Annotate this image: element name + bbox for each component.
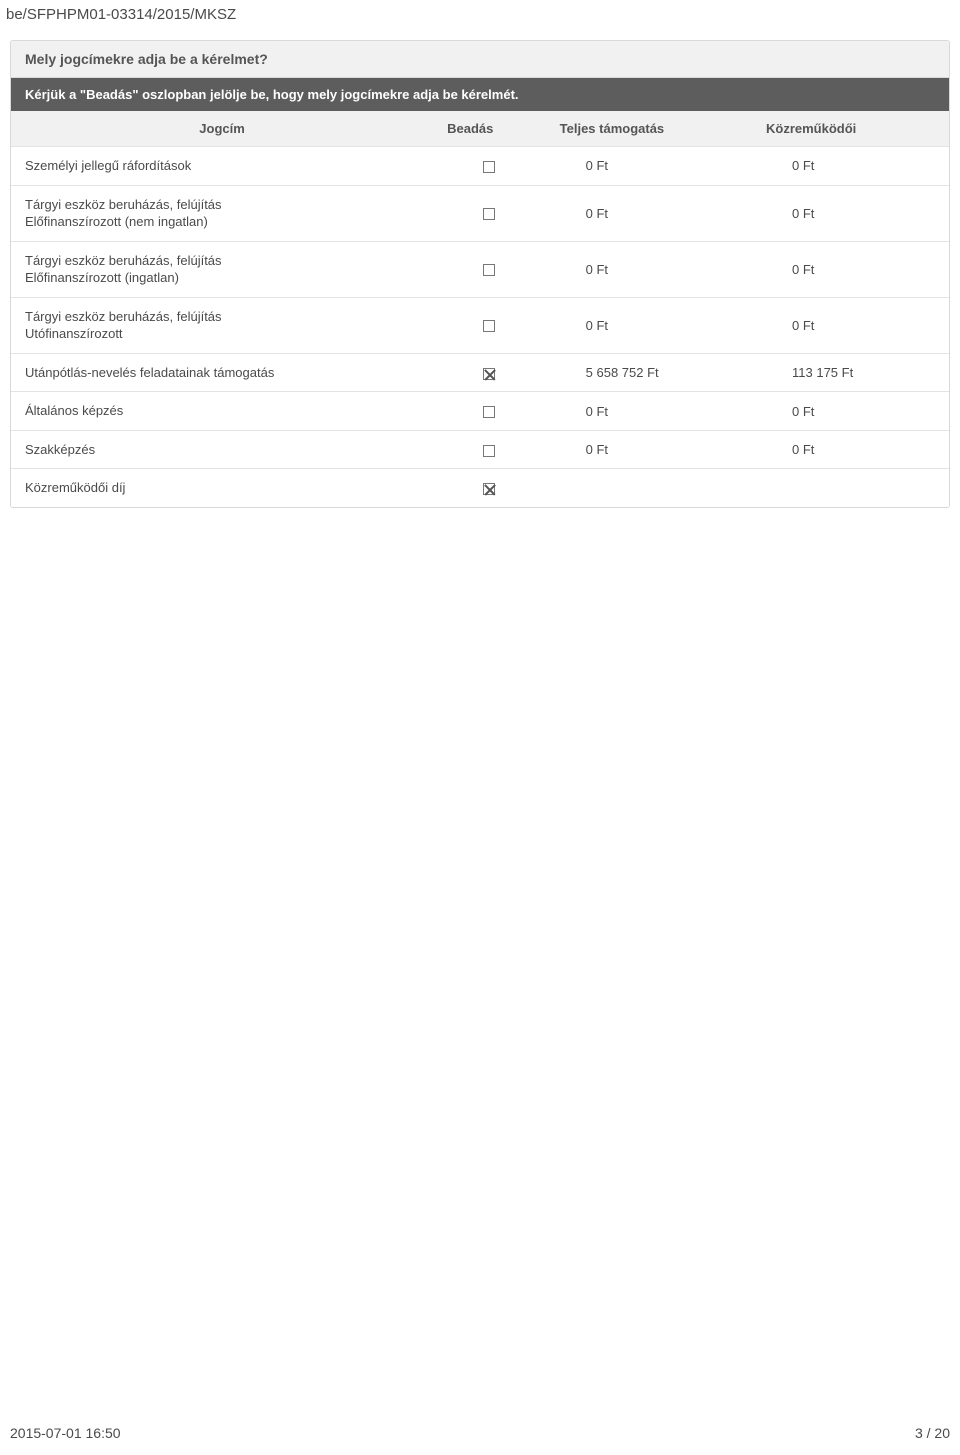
row-teljes	[546, 469, 752, 507]
row-kozr: 0 Ft	[752, 241, 949, 297]
checkbox-icon[interactable]	[483, 445, 495, 457]
row-teljes: 0 Ft	[546, 241, 752, 297]
row-teljes: 0 Ft	[546, 297, 752, 353]
table-row: Személyi jellegű ráfordítások 0 Ft 0 Ft	[11, 147, 949, 186]
row-kozr: 0 Ft	[752, 147, 949, 186]
col-header-kozremukodoi: Közreműködői	[752, 111, 949, 147]
col-header-beadas: Beadás	[433, 111, 546, 147]
row-beadas	[433, 297, 546, 353]
col-header-teljes: Teljes támogatás	[546, 111, 752, 147]
row-beadas	[433, 469, 546, 507]
row-kozr: 0 Ft	[752, 392, 949, 431]
footer-page-number: 3 / 20	[915, 1425, 950, 1441]
row-label: Tárgyi eszköz beruházás, felújításElőfin…	[11, 241, 433, 297]
table-row: Tárgyi eszköz beruházás, felújításElőfin…	[11, 185, 949, 241]
panel-subtitle: Kérjük a "Beadás" oszlopban jelölje be, …	[11, 78, 949, 111]
row-teljes: 0 Ft	[546, 185, 752, 241]
table-row: Közreműködői díj	[11, 469, 949, 507]
row-beadas	[433, 392, 546, 431]
checkbox-icon[interactable]	[483, 368, 495, 380]
page-footer: 2015-07-01 16:50 3 / 20	[10, 1425, 950, 1441]
document-reference: be/SFPHPM01-03314/2015/MKSZ	[6, 6, 236, 23]
row-teljes: 0 Ft	[546, 392, 752, 431]
checkbox-icon[interactable]	[483, 320, 495, 332]
row-kozr: 113 175 Ft	[752, 353, 949, 392]
row-label: Utánpótlás-nevelés feladatainak támogatá…	[11, 353, 433, 392]
row-kozr	[752, 469, 949, 507]
footer-timestamp: 2015-07-01 16:50	[10, 1425, 121, 1441]
row-beadas	[433, 430, 546, 469]
checkbox-icon[interactable]	[483, 483, 495, 495]
row-label: Szakképzés	[11, 430, 433, 469]
table-row: Utánpótlás-nevelés feladatainak támogatá…	[11, 353, 949, 392]
row-beadas	[433, 241, 546, 297]
row-beadas	[433, 147, 546, 186]
row-beadas	[433, 353, 546, 392]
panel-title: Mely jogcímekre adja be a kérelmet?	[11, 41, 949, 78]
checkbox-icon[interactable]	[483, 406, 495, 418]
row-label: Tárgyi eszköz beruházás, felújításUtófin…	[11, 297, 433, 353]
table-row: Tárgyi eszköz beruházás, felújításUtófin…	[11, 297, 949, 353]
table-row: Tárgyi eszköz beruházás, felújításElőfin…	[11, 241, 949, 297]
row-label: Közreműködői díj	[11, 469, 433, 507]
table-row: Szakképzés 0 Ft 0 Ft	[11, 430, 949, 469]
page: be/SFPHPM01-03314/2015/MKSZ Mely jogcíme…	[0, 0, 960, 1455]
row-label: Személyi jellegű ráfordítások	[11, 147, 433, 186]
table-row: Általános képzés 0 Ft 0 Ft	[11, 392, 949, 431]
jogcim-table: Jogcím Beadás Teljes támogatás Közreműkö…	[11, 111, 949, 507]
table-header-row: Jogcím Beadás Teljes támogatás Közreműkö…	[11, 111, 949, 147]
row-kozr: 0 Ft	[752, 430, 949, 469]
checkbox-icon[interactable]	[483, 208, 495, 220]
jogcim-panel: Mely jogcímekre adja be a kérelmet? Kérj…	[10, 40, 950, 508]
row-label: Tárgyi eszköz beruházás, felújításElőfin…	[11, 185, 433, 241]
checkbox-icon[interactable]	[483, 264, 495, 276]
content-area: Mely jogcímekre adja be a kérelmet? Kérj…	[10, 40, 950, 508]
row-kozr: 0 Ft	[752, 185, 949, 241]
row-beadas	[433, 185, 546, 241]
row-label: Általános képzés	[11, 392, 433, 431]
col-header-jogcim: Jogcím	[11, 111, 433, 147]
checkbox-icon[interactable]	[483, 161, 495, 173]
row-teljes: 0 Ft	[546, 147, 752, 186]
row-teljes: 5 658 752 Ft	[546, 353, 752, 392]
row-teljes: 0 Ft	[546, 430, 752, 469]
row-kozr: 0 Ft	[752, 297, 949, 353]
